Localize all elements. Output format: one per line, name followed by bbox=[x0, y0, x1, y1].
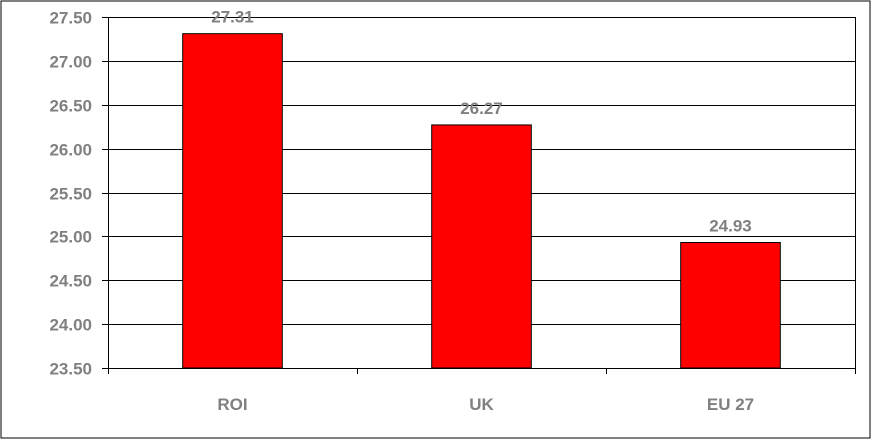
data-labels: 27.31 26.27 24.93 bbox=[211, 8, 752, 236]
bar-roi bbox=[182, 33, 283, 369]
y-tick-label: 27.50 bbox=[49, 9, 92, 28]
y-tick-label: 26.50 bbox=[49, 97, 92, 116]
bars bbox=[182, 33, 781, 369]
bar-uk bbox=[431, 124, 532, 369]
data-label: 24.93 bbox=[709, 217, 752, 236]
bar-eu-27 bbox=[680, 242, 781, 369]
y-tick-label: 27.00 bbox=[49, 53, 92, 72]
axes bbox=[108, 17, 856, 374]
category-label: EU 27 bbox=[707, 395, 754, 414]
y-tick-label: 25.00 bbox=[49, 228, 92, 247]
data-label: 26.27 bbox=[460, 99, 503, 118]
y-tick-label: 26.00 bbox=[49, 141, 92, 160]
y-tick-label: 24.50 bbox=[49, 272, 92, 291]
data-label: 27.31 bbox=[211, 8, 254, 27]
category-label: ROI bbox=[217, 395, 247, 414]
y-tick-label: 23.50 bbox=[49, 360, 92, 379]
x-axis-categories: ROI UK EU 27 bbox=[217, 395, 754, 414]
y-tick-label: 24.00 bbox=[49, 316, 92, 335]
y-tick-label: 25.50 bbox=[49, 185, 92, 204]
category-label: UK bbox=[469, 395, 494, 414]
y-axis-ticks: 23.50 24.00 24.50 25.00 25.50 26.00 26.50 27.00… bbox=[49, 9, 108, 379]
